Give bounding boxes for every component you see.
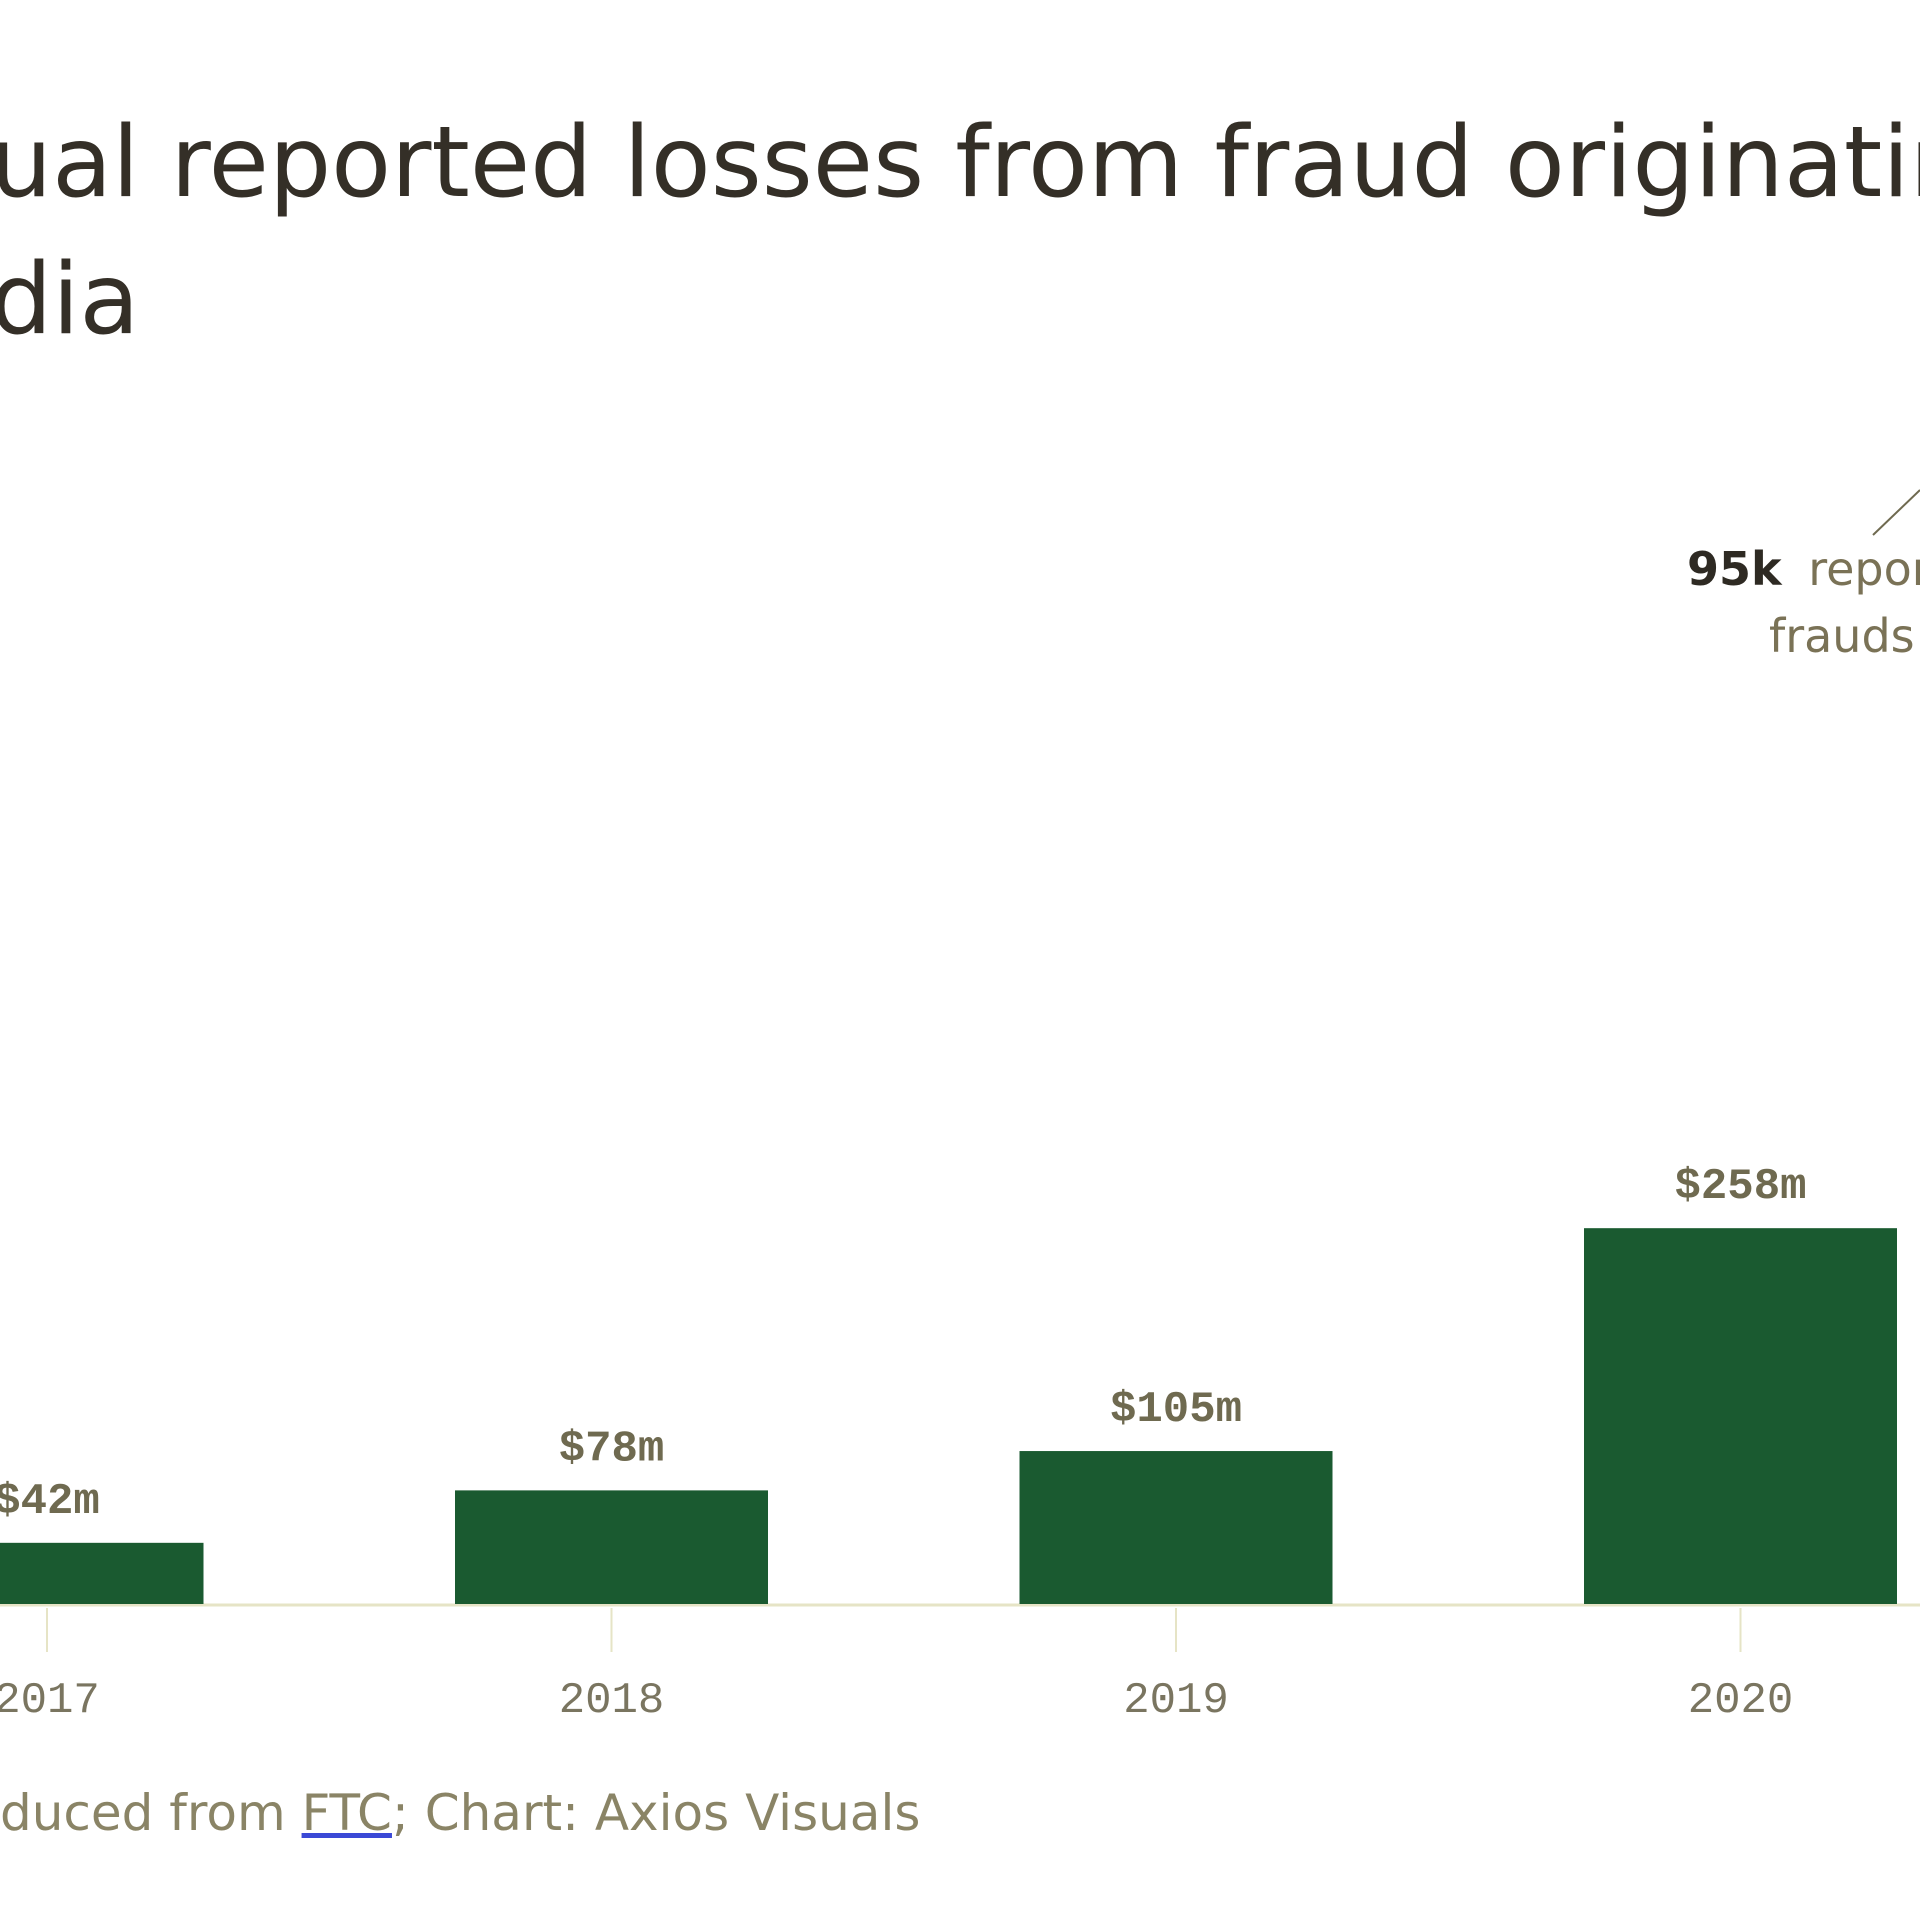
bar	[455, 1490, 768, 1604]
annotation-text: repor	[1808, 542, 1920, 596]
chart-title: ual reported losses from fraud originati…	[0, 106, 1920, 220]
x-tick-label: 2017	[0, 1676, 100, 1726]
bar	[1019, 1451, 1333, 1604]
source-text: ; Chart: Axios Visuals	[391, 1784, 921, 1842]
bar	[1584, 1228, 1897, 1604]
value-label: $42m	[0, 1477, 100, 1527]
x-tick-label: 2019	[1123, 1676, 1229, 1726]
annotation-text: frauds	[1769, 609, 1915, 663]
source-note: duced from FTC; Chart: Axios Visuals	[0, 1784, 920, 1842]
chart-title: dia	[0, 243, 140, 357]
value-label: $78m	[559, 1424, 665, 1474]
bar	[0, 1542, 204, 1604]
value-label: $258m	[1674, 1162, 1806, 1212]
x-tick-label: 2018	[559, 1676, 665, 1726]
annotation-bold: 95k	[1687, 542, 1783, 596]
annotation: 95k repor	[1687, 542, 1920, 596]
annotation-leader	[1872, 489, 1920, 536]
value-label: $105m	[1110, 1385, 1242, 1435]
source-link[interactable]: FTC	[301, 1784, 392, 1842]
source-text: duced from	[0, 1784, 302, 1842]
x-tick-label: 2020	[1688, 1676, 1794, 1726]
